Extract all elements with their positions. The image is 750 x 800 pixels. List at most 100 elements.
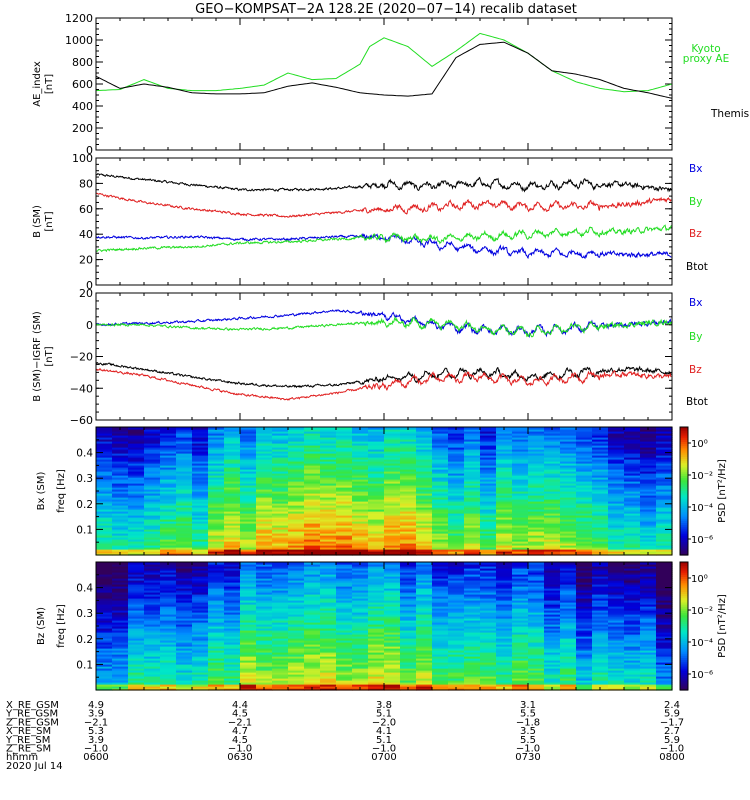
psd-cell [256,481,273,484]
psd-cell [96,473,113,476]
psd-cell [144,435,161,438]
psd-cell [192,481,209,484]
psd-cell [160,572,177,575]
colorbar-segment [680,469,688,473]
psd-cell [560,427,577,430]
psd-cell [384,646,401,649]
psd-cell [320,640,337,643]
psd-cell [160,541,177,544]
psd-cell [416,568,433,571]
colorbar-segment [680,431,688,434]
psd-cell [128,678,145,681]
psd-cell [352,658,369,661]
psd-cell [368,600,385,603]
psd-cell [176,606,193,609]
psd-cell [624,505,641,508]
psd-cell [528,576,545,579]
psd-cell [560,437,577,440]
psd-cell [528,475,545,478]
psd-cell [448,475,465,478]
psd-cell [144,499,161,502]
psd-cell [496,670,513,673]
psd-cell [624,429,641,432]
psd-cell [512,543,529,546]
psd-cell [400,646,417,649]
psd-cell [624,604,641,607]
psd-cell [240,537,257,540]
psd-cell [656,511,673,514]
psd-cell [416,666,433,669]
psd-cell [432,670,449,673]
psd-cell [288,614,305,617]
psd-cell [272,688,289,691]
psd-cell [320,584,337,587]
psd-cell [352,533,369,536]
psd-cell [576,660,593,663]
psd-cell [224,682,241,685]
psd-cell [336,598,353,601]
psd-cell [352,664,369,667]
psd-cell [96,648,113,651]
psd-cell [480,463,497,466]
psd-cell [400,501,417,504]
psd-cell [208,483,225,486]
psd-cell [128,533,145,536]
psd-cell [224,521,241,524]
psd-cell [304,616,321,619]
psd-cell [96,505,113,508]
psd-cell [256,676,273,679]
psd-cell [112,624,129,627]
psd-cell [256,594,273,597]
psd-cell [320,636,337,639]
psd-cell [560,578,577,581]
psd-cell [304,531,321,534]
psd-cell [272,463,289,466]
psd-cell [432,624,449,627]
psd-cell [208,572,225,575]
psd-cell [384,495,401,498]
psd-cell [592,545,609,548]
psd-cell [528,670,545,673]
psd-cell [448,676,465,679]
psd-cell [336,433,353,436]
psd-cell [256,604,273,607]
psd-cell [320,439,337,442]
psd-cell [304,525,321,528]
psd-cell [288,590,305,593]
colorbar-segment [680,501,688,505]
psd-cell [384,527,401,530]
psd-cell [352,543,369,546]
psd-cell [272,606,289,609]
psd-cell [624,670,641,673]
psd-cell [592,564,609,567]
psd-cell [512,606,529,609]
psd-cell [560,461,577,464]
psd-cell [576,471,593,474]
psd-cell [464,499,481,502]
psd-cell [576,485,593,488]
psd-cell [112,461,129,464]
psd-cell [128,477,145,480]
psd-cell [256,537,273,540]
psd-cell [128,584,145,587]
psd-cell [144,688,161,691]
psd-cell [176,602,193,605]
psd-cell [304,618,321,621]
psd-cell [448,521,465,524]
psd-cell [512,562,529,565]
psd-cell [96,485,113,488]
psd-cell [576,489,593,492]
psd-cell [160,535,177,538]
psd-cell [576,453,593,456]
psd-cell [464,527,481,530]
psd-cell [608,588,625,591]
psd-cell [400,658,417,661]
psd-cell [496,469,513,472]
psd-cell [400,572,417,575]
psd-cell [208,568,225,571]
psd-cell [592,481,609,484]
psd-cell [400,604,417,607]
psd-cell [192,654,209,657]
psd-cell [352,644,369,647]
psd-cell [240,650,257,653]
